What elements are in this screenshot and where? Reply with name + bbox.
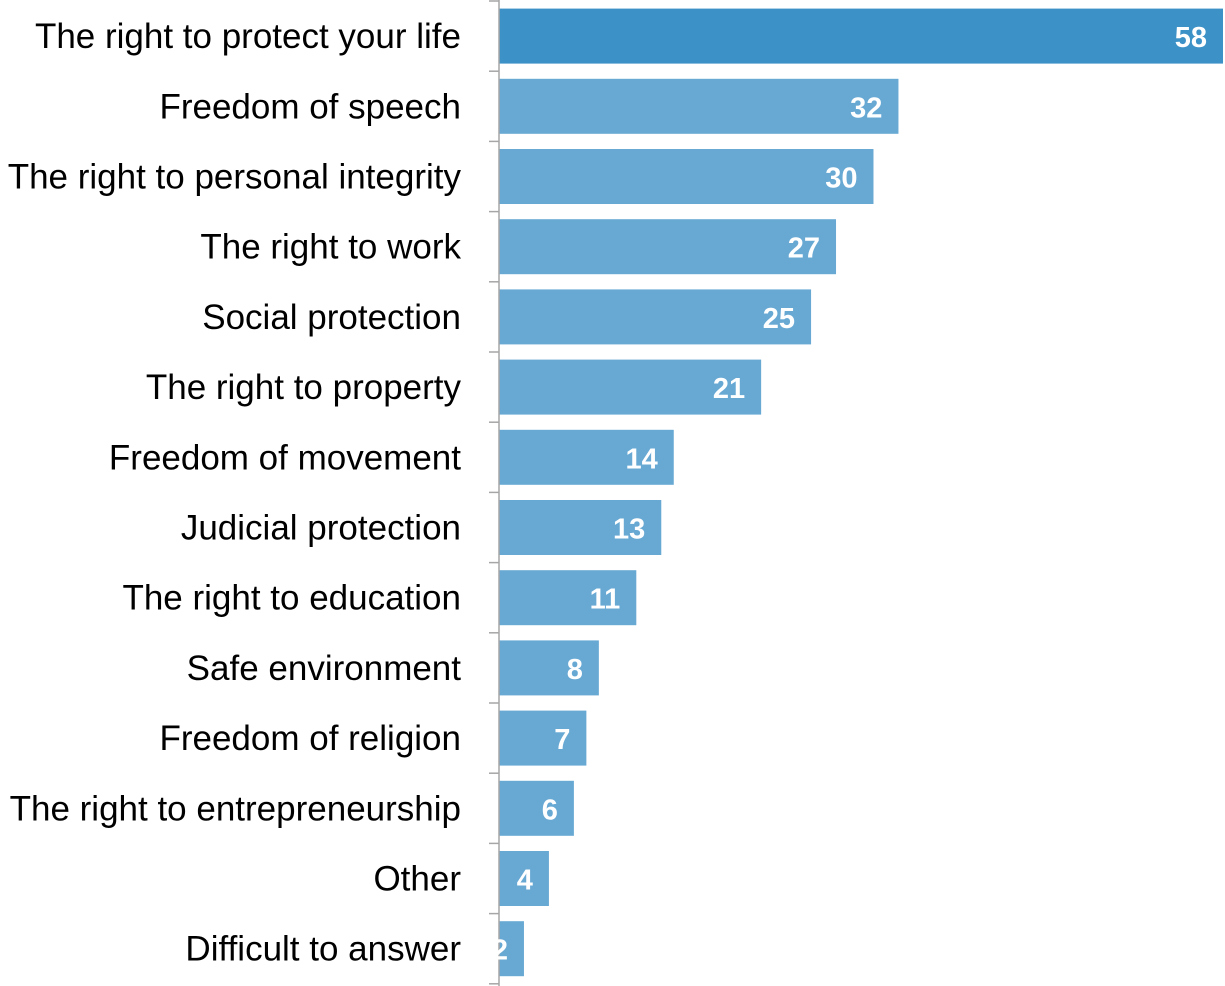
bar	[499, 359, 762, 415]
value-label: 8	[567, 654, 583, 686]
category-label: Social protection	[202, 298, 461, 337]
value-label: 21	[713, 373, 745, 405]
value-label: 13	[613, 514, 645, 546]
category-axis	[489, 0, 500, 986]
bar	[499, 149, 874, 204]
category-label: Other	[373, 860, 461, 899]
bar	[499, 851, 549, 906]
bar	[499, 289, 812, 345]
category-label: Freedom of speech	[159, 87, 461, 126]
category-label: The right to personal integrity	[8, 158, 462, 197]
bar	[499, 500, 662, 555]
value-label: 27	[788, 233, 820, 265]
category-label: Freedom of movement	[109, 438, 461, 477]
value-label: 14	[625, 443, 657, 475]
bar	[499, 921, 524, 977]
value-label: 30	[825, 163, 857, 195]
value-labels: 58 32 30 27 25 21 14 13 11 8 7 6 4 2	[492, 22, 1207, 967]
bar	[499, 219, 837, 275]
bars-layer	[499, 8, 1223, 977]
category-labels: The right to protect your life Freedom of…	[8, 17, 462, 969]
bar	[499, 710, 587, 766]
value-label: 2	[492, 935, 508, 967]
category-label: The right to education	[122, 579, 461, 618]
bar	[499, 640, 599, 696]
category-label: The right to protect your life	[35, 17, 461, 56]
bar	[499, 8, 1223, 64]
category-label: Judicial protection	[181, 509, 461, 548]
value-label: 58	[1175, 22, 1207, 54]
value-label: 25	[763, 303, 795, 335]
bar	[499, 780, 574, 836]
value-label: 32	[850, 92, 882, 124]
category-label: Safe environment	[187, 649, 462, 688]
category-label: The right to entrepreneurship	[10, 789, 461, 828]
category-label: The right to work	[200, 228, 461, 267]
bar	[499, 429, 674, 485]
value-label: 7	[554, 724, 570, 756]
value-label: 4	[517, 865, 533, 897]
category-label: Difficult to answer	[185, 930, 461, 969]
value-label: 11	[590, 584, 621, 616]
value-label: 6	[542, 794, 558, 826]
bar	[499, 570, 637, 626]
category-label: Freedom of religion	[159, 719, 461, 758]
category-label: The right to property	[146, 368, 462, 407]
bar	[499, 78, 899, 134]
